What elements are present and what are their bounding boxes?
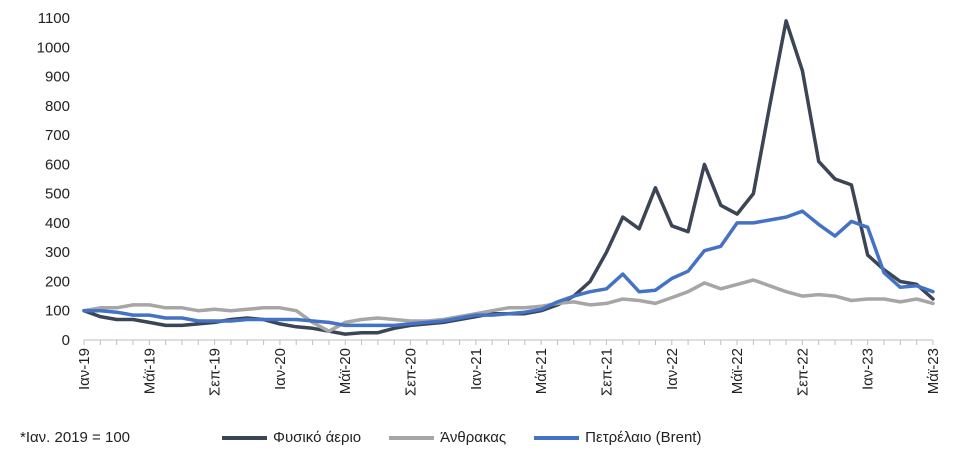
- legend-item-coal: Άνθρακας: [389, 429, 506, 446]
- y-tick-label: 900: [45, 69, 70, 86]
- axes: 0 100 200 300 400 500 600 700 800 900 1000 1100 Ιαν-…: [37, 10, 942, 396]
- y-tick-label: 800: [45, 98, 70, 115]
- legend-item-brent: Πετρέλαιο (Brent): [534, 429, 701, 446]
- legend-label-coal: Άνθρακας: [440, 429, 507, 446]
- y-tick-label: 200: [45, 273, 70, 290]
- y-tick-label: 0: [62, 332, 70, 349]
- series-line-brent: [82, 209, 935, 328]
- x-tick-label: Σεπ-20: [403, 348, 420, 396]
- x-tick-label: Μάϊ-21: [533, 348, 550, 394]
- x-tick-label: Μάϊ-19: [141, 348, 158, 394]
- legend-swatch-brent: [534, 435, 580, 440]
- footnote: *Ιαν. 2019 = 100: [20, 429, 131, 446]
- x-tick-label: Μάϊ-23: [925, 348, 942, 394]
- x-tick-label: Μάϊ-20: [337, 348, 354, 394]
- series-line-coal: [82, 278, 935, 333]
- legend-label-natural-gas: Φυσικό άεριο: [273, 429, 362, 446]
- y-tick-label: 300: [45, 244, 70, 261]
- y-tick-label: 600: [45, 156, 70, 173]
- y-tick-label: 1100: [38, 10, 70, 27]
- x-tick-label: Σεπ-19: [207, 348, 224, 396]
- y-tick-label: 100: [45, 303, 70, 320]
- y-tick-label: 400: [45, 215, 70, 232]
- line-chart-svg: 0 100 200 300 400 500 600 700 800 900 1000 1100 Ιαν-…: [37, 10, 942, 396]
- legend-item-natural-gas: Φυσικό άεριο: [222, 429, 361, 446]
- x-tick-label: Μάϊ-22: [729, 348, 746, 394]
- y-tick-label: 500: [45, 186, 70, 203]
- legend-label-brent: Πετρέλαιο (Brent): [585, 429, 702, 446]
- x-tick-label: Ιαν-23: [860, 348, 877, 390]
- legend-swatch-natural-gas: [222, 435, 267, 440]
- series-line-natural-gas: [82, 19, 935, 336]
- y-tick-label: 700: [45, 127, 70, 144]
- series-lines: [82, 19, 935, 336]
- x-tick-label: Ιαν-21: [468, 348, 485, 390]
- x-tick-label: Σεπ-22: [794, 348, 811, 396]
- x-tick-label: Ιαν-19: [76, 348, 93, 390]
- x-tick-label: Σεπ-21: [598, 348, 615, 396]
- y-tick-label: 1000: [37, 39, 70, 56]
- x-tick-label: Ιαν-22: [664, 348, 681, 390]
- x-tick-label: Ιαν-20: [272, 348, 289, 390]
- legend-swatch-coal: [389, 435, 435, 440]
- legend: Φυσικό άεριο Άνθρακας Πετρέλαιο (Brent): [222, 429, 729, 446]
